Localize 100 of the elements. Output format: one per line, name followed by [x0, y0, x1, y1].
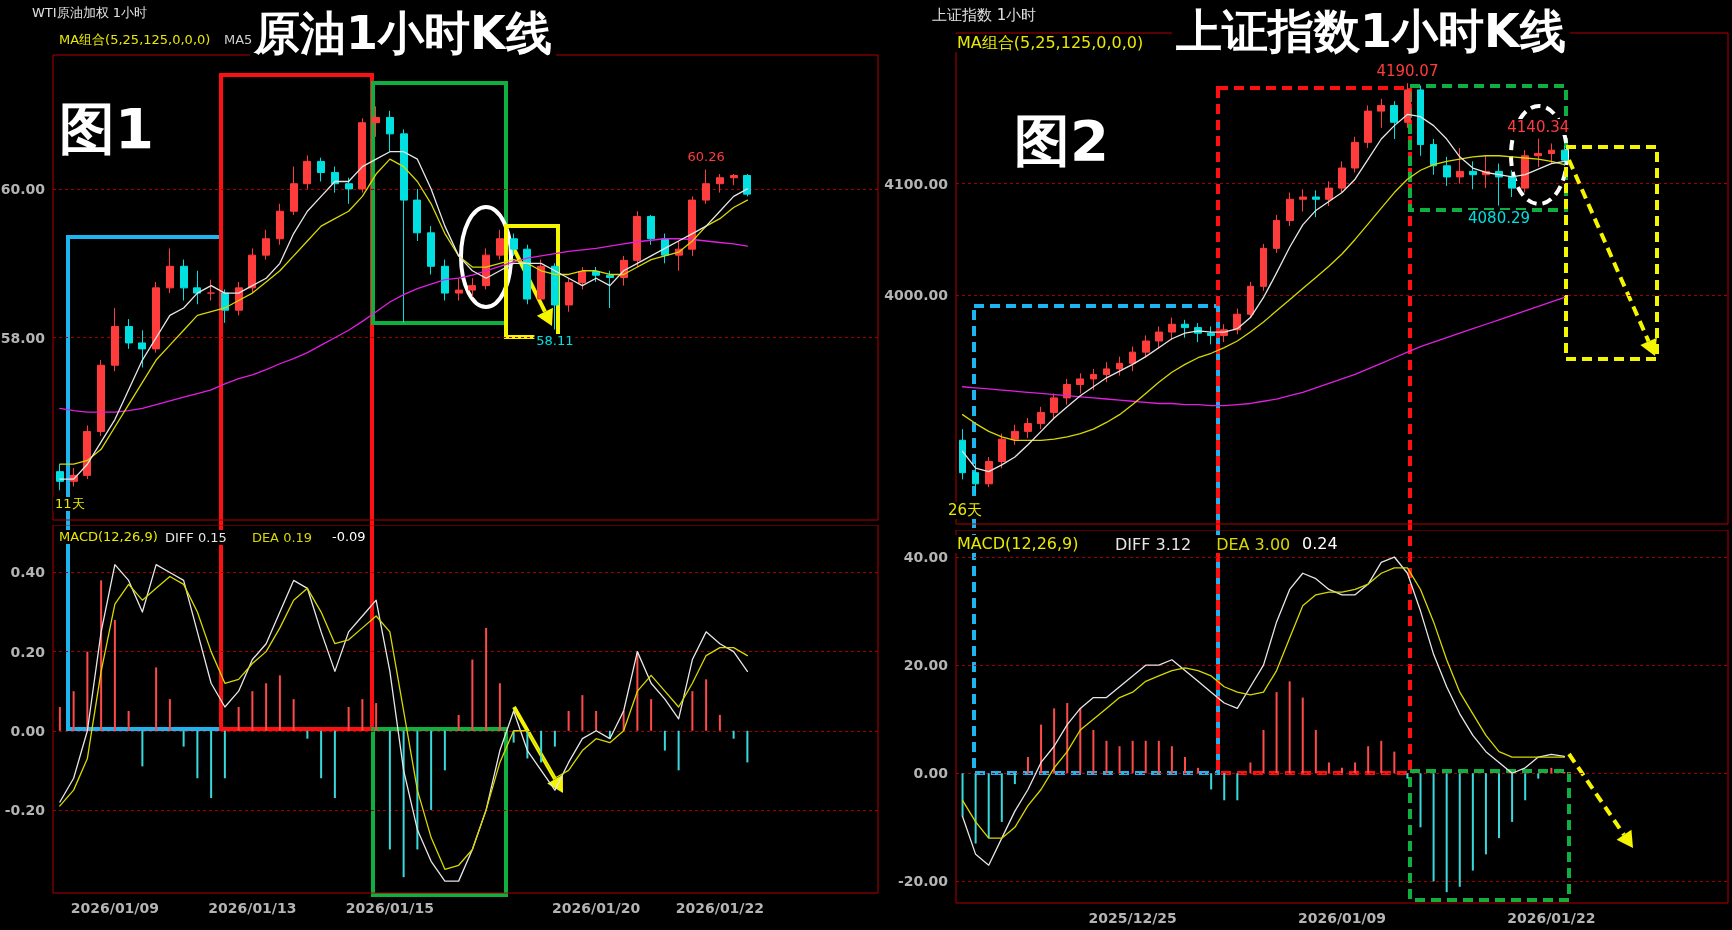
candlestick: [166, 247, 174, 294]
candlestick: [180, 259, 188, 302]
candlestick: [633, 210, 641, 268]
candlestick: [688, 195, 696, 257]
candlestick: [441, 259, 449, 302]
bar: [320, 730, 323, 779]
candlestick: [998, 433, 1006, 469]
x-tick-label: 2026/01/09: [70, 900, 159, 916]
candlestick: [1548, 142, 1555, 165]
bar: [650, 699, 653, 731]
candlestick: [1024, 417, 1032, 439]
y-tick-label: 4100.00: [884, 175, 949, 192]
candlestick: [1299, 188, 1307, 213]
candlestick: [358, 117, 366, 194]
candlestick: [468, 277, 476, 298]
candlestick: [1063, 378, 1071, 406]
bar: [1197, 767, 1200, 774]
candlestick: [138, 329, 146, 368]
annotation: 4190.07: [1374, 62, 1441, 81]
bar: [1550, 767, 1553, 774]
x-tick-label: 2026/01/15: [345, 900, 434, 916]
candlestick: [537, 259, 545, 300]
bar: [182, 730, 185, 747]
bar: [1327, 762, 1330, 774]
candlestick: [551, 262, 559, 331]
candlestick: [1351, 136, 1359, 173]
bar: [1432, 773, 1435, 882]
candlestick: [510, 233, 518, 257]
bar: [1000, 773, 1003, 822]
candlestick: [959, 428, 966, 480]
candlestick: [1404, 82, 1411, 129]
candlestick: [985, 456, 993, 488]
bar: [1288, 681, 1291, 774]
candlestick: [1417, 84, 1424, 157]
candlestick: [1090, 368, 1097, 391]
bar: [677, 730, 680, 771]
candlestick: [1508, 169, 1516, 198]
annotation: 26天: [946, 501, 985, 519]
annotation: 图2: [1010, 108, 1113, 173]
bar: [1367, 746, 1370, 774]
bar: [567, 710, 570, 731]
bar: [100, 580, 103, 731]
candlestick: [331, 166, 339, 194]
candlestick: [1142, 334, 1150, 359]
y-tick-label: 58.00: [0, 329, 46, 346]
series-label: DIFF 0.15: [165, 530, 227, 545]
candlestick: [413, 188, 421, 242]
bar: [1471, 773, 1474, 871]
bar: [1223, 773, 1226, 801]
candlestick: [345, 177, 353, 205]
bar: [1341, 767, 1343, 774]
bar: [1537, 773, 1540, 779]
annotation: MA组合(5,25,125,0,0,0): [955, 33, 1146, 52]
bar: [86, 651, 89, 731]
bar: [1013, 773, 1016, 785]
candlestick: [1076, 372, 1084, 394]
candlestick: [1325, 180, 1333, 207]
candlestick: [1207, 325, 1215, 345]
bar: [58, 707, 61, 731]
candlestick: [1168, 317, 1176, 341]
bar: [402, 730, 405, 878]
bar: [1393, 751, 1396, 774]
x-tick-label: 2025/12/25: [1088, 910, 1177, 926]
annotation: 0.24: [1300, 534, 1340, 553]
y-tick-label: -20.00: [897, 873, 949, 890]
text: DEA 0.19: [251, 530, 313, 545]
candlestick: [1011, 424, 1019, 446]
candlestick: [730, 173, 738, 186]
bar: [127, 710, 130, 731]
candlestick: [523, 244, 531, 305]
bar: [485, 627, 488, 731]
y-tick-label: 0.00: [10, 722, 46, 739]
bar: [155, 667, 158, 731]
bar: [1026, 757, 1029, 774]
chart-subtitle: WTI原油加权 1小时: [30, 5, 150, 21]
chart-title: 原油1小时K线: [254, 6, 552, 60]
bar: [237, 707, 240, 731]
bar: [961, 773, 964, 817]
annotation: 4140.34: [1505, 117, 1572, 136]
bar: [1380, 740, 1383, 774]
bar: [1040, 724, 1043, 774]
bar: [292, 699, 295, 731]
candlestick: [716, 173, 724, 194]
bar: [498, 683, 501, 731]
bar: [1092, 730, 1095, 774]
candlestick: [1390, 100, 1398, 140]
y-tick-label: 4000.00: [884, 287, 949, 304]
y-tick-label: -0.20: [4, 801, 46, 818]
candlestick: [1286, 192, 1294, 227]
candlestick: [83, 425, 91, 480]
candlestick: [1103, 361, 1110, 383]
candlestick: [1338, 160, 1346, 194]
bar: [333, 730, 336, 799]
bar: [430, 730, 433, 810]
bar: [113, 619, 116, 731]
bar: [732, 730, 735, 739]
candlestick: [386, 110, 394, 153]
candlestick: [1155, 325, 1163, 350]
annotation: MACD(12,26,9): [955, 534, 1081, 553]
candlestick: [1534, 138, 1542, 168]
